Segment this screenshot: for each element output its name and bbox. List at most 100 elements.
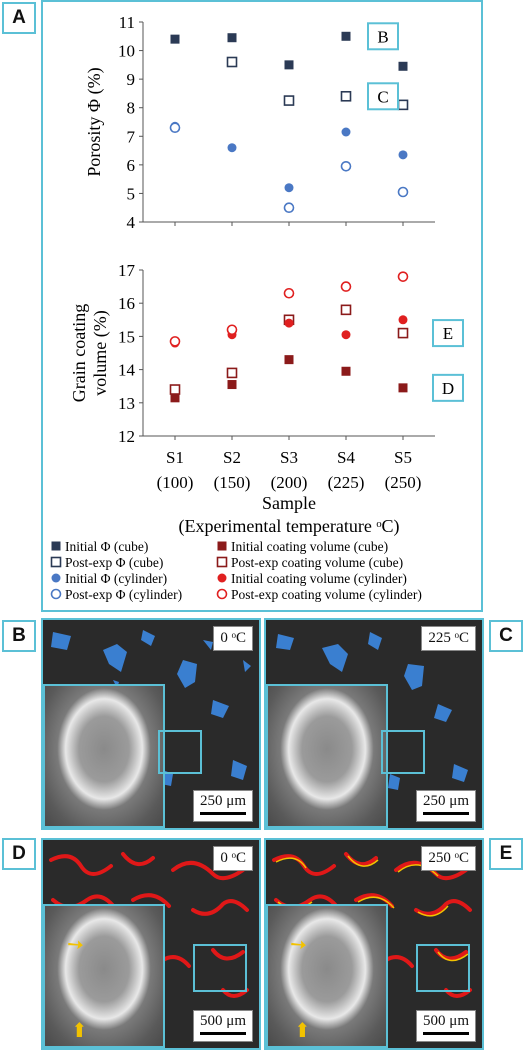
legend-label: Initial Φ (cube) (65, 539, 148, 554)
data-point-0-3 (283, 202, 295, 214)
y-tick-label-1: 16 (118, 294, 135, 313)
data-point-1-2 (341, 330, 351, 340)
scale-text-e: 500 μm (423, 1013, 469, 1029)
legend-marker (50, 588, 62, 600)
y-tick-label-1: 17 (118, 261, 136, 280)
arrow-icon: ⬆ (71, 1020, 88, 1042)
legend-label: Post-exp Φ (cube) (65, 555, 163, 570)
y-tick-label-0: 11 (119, 13, 135, 32)
legend-label: Initial Φ (cylinder) (65, 571, 167, 586)
data-point-1-2 (284, 318, 294, 328)
y-axis-label-1: Grain coating (69, 304, 89, 402)
legend-marker (217, 573, 227, 583)
scale-text-d: 500 μm (200, 1013, 246, 1029)
annotation-d: D (442, 379, 454, 398)
data-point-0-1 (283, 95, 295, 106)
annotation-b: B (377, 27, 388, 46)
x-tick-temp-label: (150) (214, 473, 251, 492)
legend-label: Initial coating volume (cube) (231, 539, 388, 554)
data-point-1-2 (398, 315, 408, 325)
y-tick-label-0: 10 (118, 42, 135, 61)
data-point-1-0 (398, 383, 408, 393)
legend-marker (51, 541, 61, 551)
micrograph-d: ➘ ⬆ 0 ᵒC 500 μm (41, 838, 261, 1050)
panel-label-e: E (489, 838, 523, 870)
data-point-0-2 (341, 127, 351, 137)
y-tick-label-0: 6 (127, 156, 136, 175)
x-tick-temp-label: (200) (271, 473, 308, 492)
micrograph-e: ➘ ⬆ 250 ᵒC 500 μm (264, 838, 484, 1050)
data-point-0-0 (170, 34, 180, 44)
micrograph-c: 225 ᵒC 250 μm (264, 618, 484, 830)
annotation-b-box (367, 22, 399, 51)
x-tick-temp-label: (250) (385, 473, 422, 492)
legend-label: Post-exp coating volume (cube) (231, 555, 403, 570)
y-tick-label-1: 14 (118, 361, 136, 380)
legend-marker (216, 556, 228, 568)
data-point-0-3 (169, 122, 181, 134)
x-tick-label: S3 (280, 448, 298, 467)
scale-bar-b: 250 μm (193, 790, 253, 822)
y-tick-label-1: 12 (118, 427, 135, 446)
legend-marker (51, 573, 61, 583)
inset-b (43, 684, 165, 828)
y-tick-label-0: 8 (127, 99, 136, 118)
data-point-1-0 (284, 355, 294, 365)
data-point-0-2 (284, 183, 294, 193)
scale-bar-e: 500 μm (416, 1010, 476, 1042)
y-axis-label-0: Porosity Φ (%) (84, 67, 105, 176)
scale-bar-c: 250 μm (416, 790, 476, 822)
data-point-0-3 (397, 186, 409, 198)
data-point-1-1 (397, 327, 409, 339)
scale-text-b: 250 μm (200, 793, 246, 809)
temperature-label-e: 250 ᵒC (421, 846, 476, 871)
annotation-e: E (443, 324, 453, 343)
data-point-0-1 (340, 90, 352, 102)
panel-label-d: D (2, 838, 36, 870)
temperature-label-d: 0 ᵒC (213, 846, 253, 871)
y-tick-label-1: 15 (118, 327, 135, 346)
data-point-1-1 (226, 367, 238, 379)
panel-a (41, 0, 483, 612)
x-tick-temp-label: (225) (328, 473, 365, 492)
annotation-e-box (432, 319, 464, 348)
data-point-0-0 (341, 31, 351, 41)
arrow-icon: ⬆ (294, 1020, 311, 1042)
inset-c (266, 684, 388, 828)
data-point-0-1 (397, 99, 409, 111)
data-point-1-3 (340, 281, 352, 292)
x-tick-temp-label: (100) (157, 473, 194, 492)
annotation-d-box (432, 373, 464, 402)
data-point-1-1 (340, 304, 352, 316)
data-point-0-1 (226, 56, 238, 68)
data-point-0-3 (340, 160, 352, 172)
pore-map-c (276, 632, 468, 790)
arrow-icon: ➘ (62, 931, 90, 959)
x-tick-label: S5 (394, 448, 412, 467)
legend-marker (216, 588, 228, 600)
arrow-icon: ➘ (285, 931, 313, 959)
inset-e: ➘ ⬆ (266, 904, 388, 1048)
y-tick-label-1: 13 (118, 394, 135, 413)
data-point-0-2 (227, 143, 237, 153)
panel-label-b: B (2, 620, 36, 652)
legend-label: Initial coating volume (cylinder) (231, 571, 407, 586)
data-point-1-3 (169, 336, 181, 347)
data-point-0-0 (227, 33, 237, 43)
legend-marker (217, 541, 227, 551)
annotation-c-box (367, 82, 399, 111)
data-point-1-3 (283, 287, 295, 299)
inset-highlight-c (381, 730, 425, 774)
legend-label: Post-exp Φ (cylinder) (65, 587, 182, 602)
data-point-1-0 (341, 366, 351, 376)
data-point-0-0 (284, 60, 294, 70)
legend-marker (50, 556, 62, 568)
inset-highlight-b (158, 730, 202, 774)
panel-label-c: C (489, 620, 523, 652)
y-tick-label-0: 4 (127, 213, 136, 232)
data-point-1-1 (169, 384, 181, 395)
temperature-label-b: 0 ᵒC (213, 626, 253, 651)
annotation-c: C (377, 87, 388, 106)
micrograph-b: 0 ᵒC 250 μm (41, 618, 261, 830)
inset-highlight-e (416, 944, 470, 992)
